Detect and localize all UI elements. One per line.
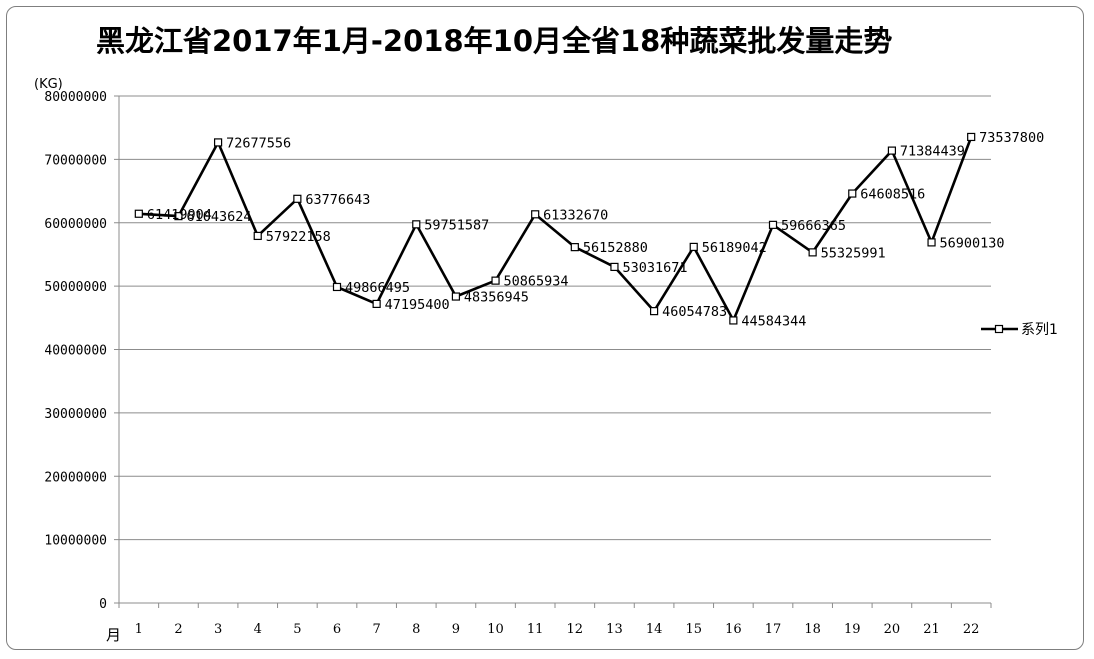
chart-title: 黑龙江省2017年1月-2018年10月全省18种蔬菜批发量走势: [96, 24, 893, 58]
data-label: 73537800: [979, 130, 1044, 146]
data-point-marker: [531, 210, 540, 219]
y-axis-unit-label: (KG): [34, 77, 63, 92]
data-label: 59666365: [781, 218, 846, 234]
data-point-marker: [293, 194, 302, 203]
x-tick-label: 7: [372, 622, 380, 637]
data-label: 55325991: [821, 245, 886, 261]
x-tick-label: 11: [527, 622, 544, 637]
data-point-marker: [253, 231, 262, 241]
data-label: 61043624: [186, 209, 251, 225]
x-tick-label: 9: [452, 622, 460, 637]
data-label: 71384439: [900, 144, 965, 160]
x-tick-label: 16: [725, 622, 742, 637]
x-tick-label: 6: [333, 622, 341, 637]
data-point-marker: [808, 248, 817, 257]
x-tick-label: 1: [135, 622, 143, 637]
data-label: 56900130: [940, 235, 1005, 251]
data-point-marker: [768, 220, 778, 229]
x-tick-label: 17: [765, 622, 782, 637]
y-tick-label: 80000000: [44, 90, 107, 105]
data-label: 56189042: [702, 240, 767, 256]
data-label: 48356945: [464, 290, 529, 306]
data-label: 72677556: [226, 135, 291, 151]
data-label: 56152880: [583, 240, 648, 256]
legend-label: 系列1: [1021, 322, 1058, 338]
x-tick-label: 19: [844, 622, 861, 637]
gridlines: [119, 95, 991, 541]
x-tick-label: 2: [174, 622, 182, 637]
chart-frame: [6, 6, 1084, 650]
data-label: 64608516: [860, 187, 925, 203]
x-axis-ticks: 1 2 3 4 5 6 7 8 9 10 11 12 13 14 15 16 17 18 19 20 21 22: [118, 603, 992, 637]
data-point-marker: [491, 276, 500, 285]
data-point-marker: [134, 209, 143, 218]
data-point-marker: [967, 132, 976, 142]
x-tick-label: 18: [804, 622, 821, 637]
x-tick-label: 5: [293, 622, 301, 637]
data-label: 49866495: [345, 280, 410, 296]
x-tick-label: 14: [646, 622, 663, 637]
y-tick-label: 0: [99, 597, 107, 612]
y-tick-label: 10000000: [44, 534, 107, 549]
y-axis-ticks: 0 10000000 20000000 30000000 40000000 5000000…: [44, 90, 119, 612]
data-point-marker: [570, 243, 579, 252]
data-point-marker: [649, 307, 659, 316]
data-point-marker: [729, 316, 738, 325]
data-point-marker: [887, 146, 897, 155]
data-point-marker: [213, 138, 223, 147]
x-tick-label: 10: [487, 622, 504, 637]
y-tick-label: 60000000: [44, 217, 107, 232]
x-axis-unit-label: 月: [106, 626, 122, 644]
data-label: 61332670: [543, 207, 608, 223]
data-label: 57922158: [266, 229, 331, 245]
x-tick-label: 20: [884, 622, 901, 637]
data-label: 44584344: [741, 313, 806, 329]
data-point-marker: [372, 299, 381, 308]
x-tick-label: 21: [923, 622, 940, 637]
series-line: [138, 136, 973, 322]
data-label: 46054783: [662, 304, 727, 320]
y-tick-label: 40000000: [44, 344, 107, 359]
y-tick-label: 20000000: [44, 470, 107, 485]
data-label: 47195400: [385, 297, 450, 313]
data-point-marker: [610, 262, 619, 272]
data-label: 61419904: [147, 207, 212, 223]
data-label: 59751587: [424, 217, 489, 233]
x-tick-label: 4: [254, 622, 262, 637]
series-group: [134, 132, 976, 325]
data-label: 53031671: [622, 260, 687, 276]
data-point-marker: [848, 189, 857, 198]
data-point-marker: [412, 220, 421, 229]
legend-marker: [994, 324, 1004, 334]
y-tick-label: 70000000: [44, 153, 107, 168]
x-tick-label: 12: [567, 622, 584, 637]
x-tick-label: 13: [606, 622, 623, 637]
data-point-marker: [689, 242, 698, 252]
data-label: 50865934: [504, 274, 569, 290]
x-tick-label: 8: [412, 622, 420, 637]
x-tick-label: 22: [963, 622, 980, 637]
data-point-marker: [451, 292, 461, 301]
data-point-marker: [332, 282, 342, 292]
x-tick-label: 15: [685, 622, 702, 637]
y-tick-label: 50000000: [44, 280, 107, 295]
y-tick-label: 30000000: [44, 407, 107, 422]
legend: 系列1: [981, 322, 1058, 338]
x-tick-label: 3: [214, 622, 222, 637]
data-label: 63776643: [305, 192, 370, 208]
data-point-marker: [174, 212, 183, 221]
data-point-marker: [927, 238, 936, 247]
